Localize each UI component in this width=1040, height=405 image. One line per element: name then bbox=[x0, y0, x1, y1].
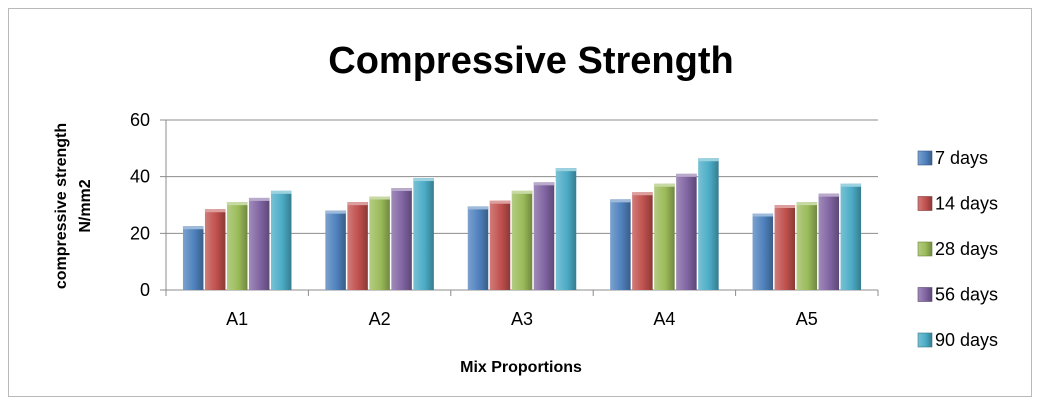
legend: 7 days 14 days 28 days 56 days 90 days bbox=[917, 148, 998, 350]
bar-A1-28-days bbox=[226, 202, 248, 290]
legend-label: 28 days bbox=[935, 239, 998, 259]
x-tick-labels: A1 A2 A3 A4 A5 bbox=[226, 309, 818, 329]
bar-A4-56-days bbox=[676, 173, 697, 290]
bar-A4-14-days bbox=[632, 192, 653, 290]
x-tick-label: A4 bbox=[653, 309, 675, 329]
legend-swatch bbox=[917, 150, 933, 166]
y-tick-label: 60 bbox=[130, 110, 150, 130]
legend-swatch bbox=[917, 332, 933, 348]
bar-A3-28-days bbox=[511, 190, 533, 290]
legend-swatch bbox=[917, 196, 933, 211]
y-tick-label: 0 bbox=[140, 280, 150, 300]
bar-A5-14-days bbox=[774, 205, 796, 290]
legend-item: 7 days bbox=[917, 148, 988, 168]
bar-A2-14-days bbox=[347, 202, 368, 290]
bar-A2-56-days bbox=[391, 188, 412, 290]
x-tick-label: A1 bbox=[226, 309, 248, 329]
y-tick-labels: 0 20 40 60 bbox=[130, 110, 150, 300]
bar-A5-28-days bbox=[796, 202, 818, 290]
chart-title: Compressive Strength bbox=[328, 40, 733, 82]
bar-A1-90-days bbox=[270, 190, 292, 290]
bars bbox=[182, 158, 862, 290]
bar-A5-90-days bbox=[840, 183, 862, 290]
y-axis-label: compressive strength N/mm2 bbox=[53, 123, 94, 289]
bar-A4-28-days bbox=[654, 183, 675, 290]
x-tick-label: A2 bbox=[369, 309, 391, 329]
legend-swatch bbox=[917, 241, 933, 257]
legend-item: 28 days bbox=[917, 239, 998, 259]
legend-label: 7 days bbox=[935, 148, 988, 168]
y-axis-label-line-2: N/mm2 bbox=[77, 179, 94, 232]
bar-A1-7-days bbox=[182, 226, 204, 290]
x-tick-label: A5 bbox=[796, 309, 818, 329]
y-tick-label: 20 bbox=[130, 223, 150, 243]
bar-A3-14-days bbox=[489, 200, 511, 290]
x-tick-label: A3 bbox=[511, 309, 533, 329]
bar-A3-90-days bbox=[555, 168, 577, 290]
bar-A2-90-days bbox=[413, 178, 434, 290]
bar-A5-7-days bbox=[752, 213, 774, 290]
y-tick-label: 40 bbox=[130, 167, 150, 187]
bar-A1-56-days bbox=[248, 197, 270, 290]
bar-A2-7-days bbox=[325, 210, 346, 290]
legend-swatch bbox=[917, 287, 933, 302]
legend-item: 14 days bbox=[917, 194, 998, 214]
legend-label: 14 days bbox=[935, 194, 998, 214]
y-axis-label-line-1: compressive strength bbox=[53, 123, 70, 289]
bar-A1-14-days bbox=[204, 209, 226, 290]
legend-label: 90 days bbox=[935, 330, 998, 350]
legend-label: 56 days bbox=[935, 285, 998, 305]
bar-A2-28-days bbox=[369, 196, 390, 290]
bar-A5-56-days bbox=[818, 193, 840, 290]
legend-item: 90 days bbox=[917, 330, 998, 350]
bar-A4-7-days bbox=[610, 199, 631, 290]
bar-A4-90-days bbox=[698, 158, 719, 290]
x-axis-label: Mix Proportions bbox=[460, 359, 582, 376]
legend-item: 56 days bbox=[917, 285, 998, 305]
bar-A3-56-days bbox=[533, 182, 555, 290]
bar-A3-7-days bbox=[467, 206, 489, 290]
